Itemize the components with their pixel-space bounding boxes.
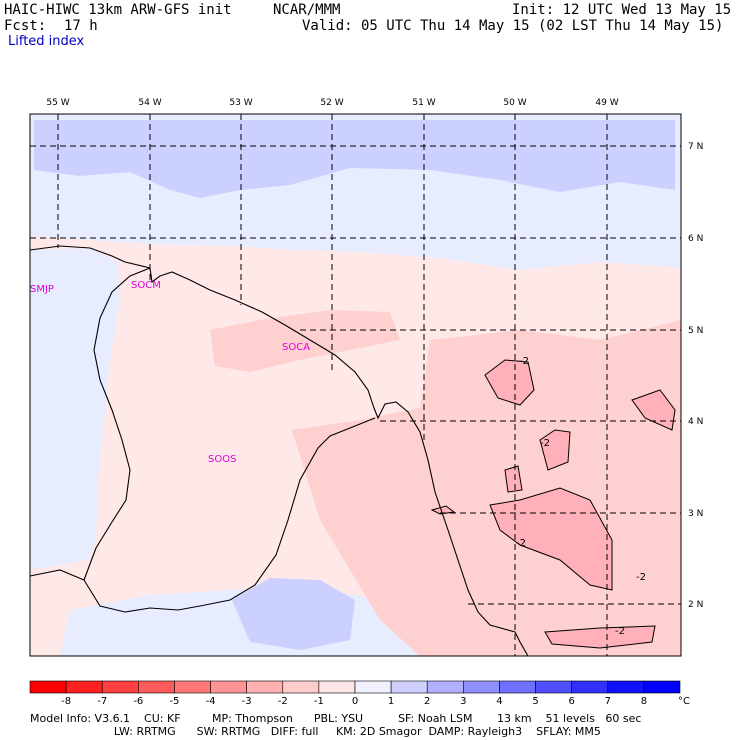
colorbar: -8 -7 -6 -5 -4 -3 -2 -1 0 1 2 3 4 5 6 7 8 °C <box>29 680 690 707</box>
contour-label-1: -2 <box>519 356 529 367</box>
negative-cell-2 <box>540 430 570 470</box>
colorbar-label: 5 <box>532 696 538 707</box>
contour-line-1 <box>484 359 535 406</box>
colorbar-swatch <box>607 680 645 694</box>
station-labels: SMJP SOCM SOCA SOOS <box>30 280 310 465</box>
lat-label-6n: 6 N <box>688 234 703 244</box>
contour-label-2: -2 <box>540 438 550 449</box>
colorbar-swatch <box>643 680 681 694</box>
negative-cell-4 <box>632 390 675 430</box>
lat-label-2n: 2 N <box>688 600 703 610</box>
contour-value-labels: -2 -2 -2 -2 -2 <box>516 356 646 637</box>
colorbar-swatch <box>174 680 211 694</box>
coastline <box>30 245 529 656</box>
colorbar-label: 8 <box>641 696 647 707</box>
lat-label-3n: 3 N <box>688 509 703 519</box>
colorbar-label: 6 <box>568 696 574 707</box>
contour-line-2 <box>539 429 571 471</box>
model-title: HAIC-HIWC 13km ARW-GFS init <box>4 2 232 18</box>
colorbar-swatch <box>463 680 500 694</box>
station-socm: SOCM <box>131 280 161 291</box>
colorbar-label: -5 <box>169 696 179 707</box>
colorbar-swatch <box>101 680 139 694</box>
station-soca: SOCA <box>282 342 310 353</box>
colorbar-label: -8 <box>61 696 71 707</box>
border-suriname-guiana <box>83 267 376 613</box>
valid-time: Valid: 05 UTC Thu 14 May 15 (02 LST Thu … <box>302 18 724 34</box>
model-info-line-2: LW: RRTMG SW: RRTMG DIFF: full KM: 2D Sm… <box>30 725 601 738</box>
forecast-hour: 17 h <box>64 18 98 34</box>
colorbar-unit: °C <box>678 696 690 707</box>
lat-label-5n: 5 N <box>688 326 703 336</box>
latitude-labels: 7 N 6 N 5 N 4 N 3 N 2 N <box>688 142 703 610</box>
negative-cell-1 <box>485 360 534 405</box>
lon-label-50w: 50 W <box>503 98 526 108</box>
political-boundaries <box>30 245 529 656</box>
shaded-field <box>30 114 681 656</box>
colorbar-label: 4 <box>496 696 502 707</box>
negative-cell-6 <box>505 466 522 492</box>
lon-label-54w: 54 W <box>138 98 161 108</box>
colorbar-label: -3 <box>242 696 252 707</box>
contour-line-5 <box>544 625 656 649</box>
contours <box>430 359 676 649</box>
org-label: NCAR/MMM <box>273 2 341 18</box>
contour-line-7 <box>430 505 456 515</box>
colorbar-label: 7 <box>605 696 611 707</box>
contour-label-4: -2 <box>636 572 646 583</box>
init-time: Init: 12 UTC Wed 13 May 15 <box>512 2 732 18</box>
colorbar-swatch <box>318 680 356 694</box>
lon-label-55w: 55 W <box>46 98 69 108</box>
colorbar-swatch <box>65 680 103 694</box>
colorbar-swatch <box>210 680 247 694</box>
model-info-line-1: Model Info: V3.6.1 CU: KF MP: Thompson P… <box>30 712 642 725</box>
colorbar-swatch <box>138 680 175 694</box>
lat-label-4n: 4 N <box>688 417 703 427</box>
lat-label-7n: 7 N <box>688 142 703 152</box>
border-south <box>30 569 85 581</box>
lon-label-49w: 49 W <box>595 98 618 108</box>
colorbar-label: -7 <box>97 696 107 707</box>
colorbar-label: 2 <box>424 696 430 707</box>
colorbar-swatch <box>282 680 320 694</box>
colorbar-label: 0 <box>352 696 358 707</box>
colorbar-label: -1 <box>314 696 324 707</box>
negative-cell-5 <box>545 626 655 648</box>
graticule <box>30 114 681 656</box>
colorbar-label: 3 <box>460 696 466 707</box>
colorbar-label: -6 <box>133 696 143 707</box>
lon-label-51w: 51 W <box>412 98 435 108</box>
positive-core-south <box>232 578 355 650</box>
lon-label-52w: 52 W <box>320 98 343 108</box>
colorbar-swatch <box>246 680 284 694</box>
map-frame <box>29 113 682 657</box>
colorbar-label: -2 <box>278 696 288 707</box>
longitude-labels: 55 W 54 W 53 W 52 W 51 W 50 W 49 W <box>46 98 618 108</box>
station-smjp: SMJP <box>30 284 54 295</box>
contour-line-3 <box>489 487 613 591</box>
colorbar-swatch <box>390 680 428 694</box>
colorbar-label: -4 <box>206 696 216 707</box>
contour-label-3: -2 <box>516 538 526 549</box>
lon-label-53w: 53 W <box>229 98 252 108</box>
contour-label-5: -2 <box>615 626 625 637</box>
contour-line-4 <box>631 389 676 431</box>
colorbar-swatch <box>29 680 67 694</box>
field-name: Lifted index <box>8 34 85 49</box>
negative-area-central <box>210 310 400 372</box>
colorbar-label: 1 <box>388 696 394 707</box>
colorbar-swatch <box>426 680 464 694</box>
colorbar-swatch <box>535 680 572 694</box>
colorbar-swatch <box>499 680 536 694</box>
forecast-label: Fcst: <box>4 18 47 34</box>
contour-line-6 <box>504 465 523 493</box>
station-soos: SOOS <box>208 454 236 465</box>
colorbar-swatch <box>571 680 609 694</box>
colorbar-swatch <box>354 680 392 694</box>
